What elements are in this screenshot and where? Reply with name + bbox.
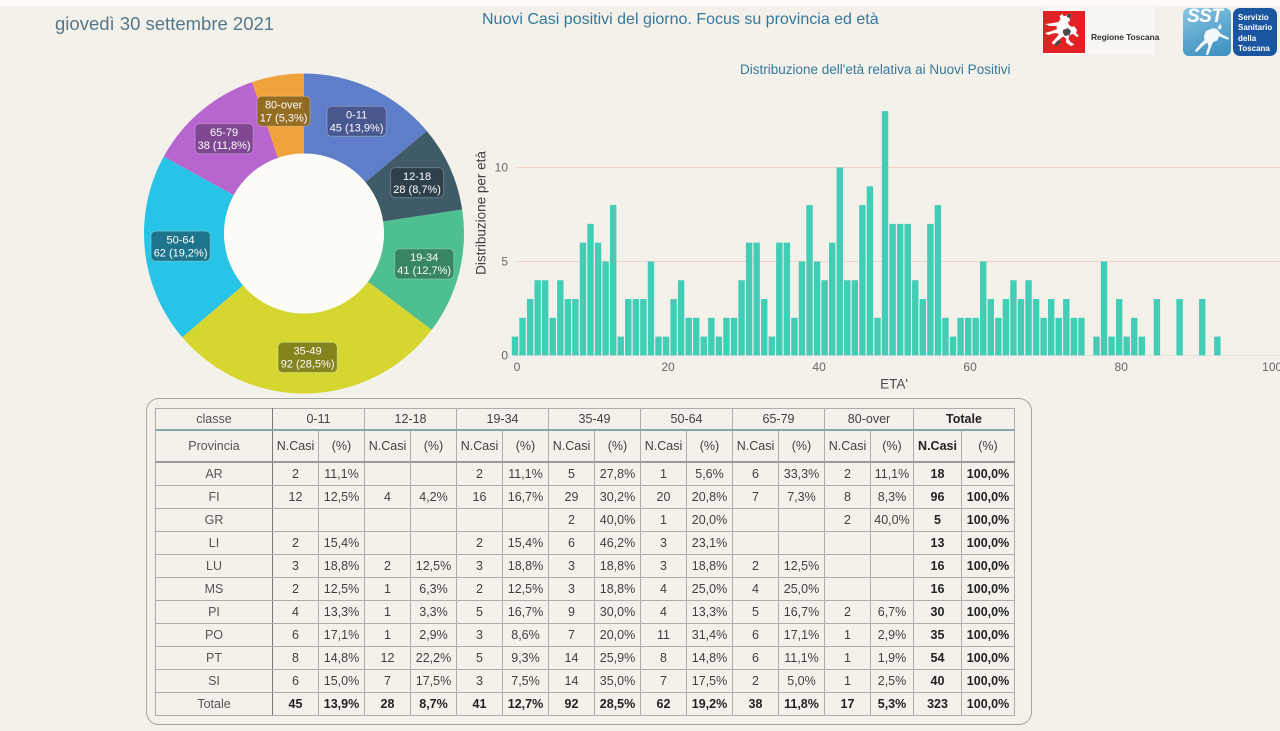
svg-text:12-18: 12-18 (403, 171, 431, 183)
svg-text:28 (8,7%): 28 (8,7%) (393, 184, 441, 196)
svg-text:45 (13,9%): 45 (13,9%) (330, 122, 384, 134)
svg-text:ETA': ETA' (880, 377, 908, 392)
svg-text:38 (11,8%): 38 (11,8%) (198, 140, 251, 152)
svg-text:40: 40 (812, 360, 826, 374)
svg-text:0: 0 (514, 360, 521, 374)
svg-text:100: 100 (1262, 360, 1280, 374)
svg-text:65-79: 65-79 (210, 127, 238, 139)
svg-text:5: 5 (501, 254, 508, 268)
svg-text:35-49: 35-49 (294, 346, 322, 358)
svg-text:10: 10 (495, 161, 509, 175)
svg-text:20: 20 (661, 360, 675, 374)
svg-text:60: 60 (963, 360, 977, 374)
svg-text:92 (28,5%): 92 (28,5%) (281, 359, 335, 371)
svg-text:80: 80 (1115, 360, 1129, 374)
svg-text:80-over: 80-over (265, 99, 303, 111)
svg-text:62 (19,2%): 62 (19,2%) (154, 247, 208, 259)
svg-text:19-34: 19-34 (410, 252, 438, 264)
svg-text:0-11: 0-11 (346, 109, 367, 121)
svg-text:17 (5,3%): 17 (5,3%) (260, 112, 308, 124)
svg-text:41 (12,7%): 41 (12,7%) (397, 265, 451, 277)
svg-text:0: 0 (501, 348, 508, 362)
svg-text:50-64: 50-64 (167, 234, 195, 246)
